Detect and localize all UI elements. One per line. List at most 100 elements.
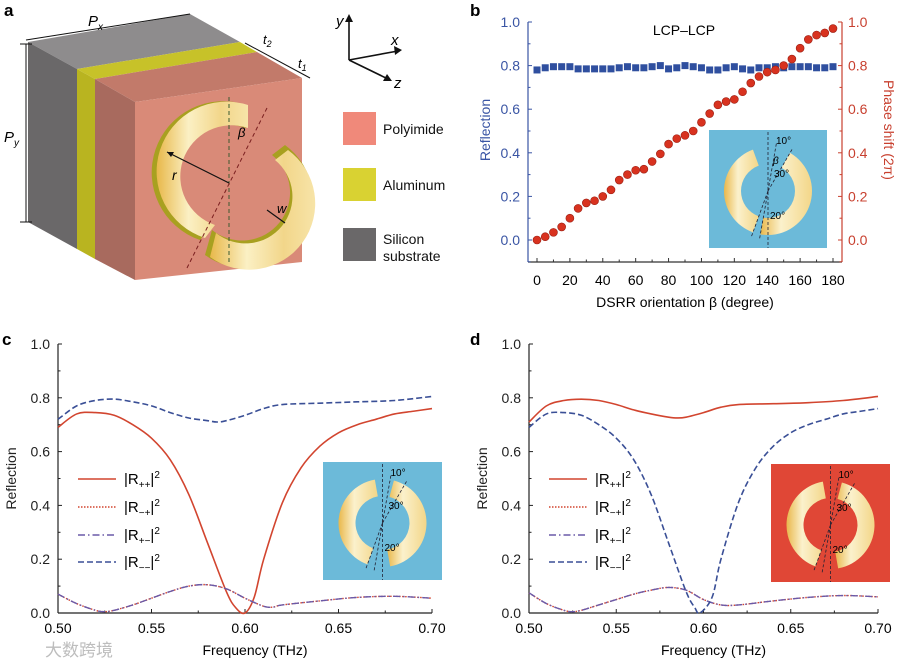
left-y-tick-label: 0.6 bbox=[501, 101, 521, 117]
phase-point bbox=[754, 72, 764, 81]
legend-swatch-polyimide bbox=[343, 112, 376, 145]
y-tick-label: 0.0 bbox=[502, 605, 522, 621]
legend-label-aluminum: Aluminum bbox=[383, 177, 445, 193]
reflection-point bbox=[730, 63, 738, 71]
reflection-point bbox=[558, 63, 566, 71]
axis-y-label: y bbox=[335, 13, 345, 30]
inset-angle-label: 20° bbox=[833, 545, 848, 556]
left-y-tick-label: 1.0 bbox=[501, 14, 521, 30]
left-y-tick-label: 0.2 bbox=[501, 188, 521, 204]
phase-point bbox=[549, 228, 558, 237]
phase-point bbox=[738, 87, 747, 97]
y-tick-label: 0.6 bbox=[502, 444, 522, 460]
reflection-point bbox=[706, 66, 714, 74]
reflection-point bbox=[566, 63, 574, 71]
legend-label: |R−+|2 bbox=[124, 498, 160, 519]
inset-angle-line bbox=[365, 522, 383, 571]
series-line-dashed bbox=[57, 395, 433, 423]
right-y-tick-label: 0.6 bbox=[848, 101, 868, 117]
legend-label: |R−+|2 bbox=[595, 498, 631, 519]
phase-point bbox=[664, 139, 673, 149]
dim-py: Py bbox=[4, 129, 20, 149]
legend-label: |R+−|2 bbox=[595, 526, 631, 547]
inset-angle-line bbox=[382, 473, 392, 524]
x-tick-label: 0.65 bbox=[325, 620, 352, 636]
x-tick-label: 100 bbox=[690, 272, 714, 288]
phase-point bbox=[713, 100, 723, 110]
inset-angle-label: 30° bbox=[389, 501, 404, 512]
inset-angle-line bbox=[373, 522, 383, 573]
right-y-tick-label: 0.8 bbox=[848, 58, 868, 74]
y-axis-label: Reflection bbox=[3, 447, 19, 509]
axis-x-label: x bbox=[390, 32, 399, 49]
panel-label-c: c bbox=[2, 330, 11, 349]
reflection-point bbox=[533, 66, 541, 74]
y-tick-label: 1.0 bbox=[31, 336, 51, 352]
reflection-point bbox=[574, 65, 582, 73]
phase-point bbox=[582, 198, 591, 208]
series-line-dashdot bbox=[528, 586, 879, 613]
right-y-tick-label: 0.4 bbox=[848, 145, 868, 161]
x-tick-label: 0.70 bbox=[418, 620, 445, 636]
reflection-point bbox=[615, 64, 623, 72]
inset-angle-line bbox=[767, 141, 778, 192]
phase-point bbox=[532, 235, 542, 245]
panel-label-d: d bbox=[470, 330, 480, 349]
reflection-point bbox=[821, 64, 829, 72]
series-line-dashdot bbox=[57, 583, 433, 613]
material-legend: Polyimide Aluminum Silicon substrate bbox=[343, 112, 445, 264]
inset-angle-line bbox=[758, 190, 769, 241]
x-tick-label: 0.60 bbox=[231, 620, 258, 636]
x-tick-label: 20 bbox=[562, 272, 578, 288]
x-tick-label: 40 bbox=[595, 272, 611, 288]
phase-point bbox=[647, 157, 657, 166]
phase-point bbox=[623, 170, 632, 179]
right-y-tick-label: 0.0 bbox=[848, 232, 868, 248]
reflection-point bbox=[755, 64, 763, 72]
dsrr-arc bbox=[835, 482, 875, 569]
y-tick-label: 0.0 bbox=[31, 605, 51, 621]
y-tick-label: 1.0 bbox=[502, 336, 522, 352]
reflection-point bbox=[591, 65, 599, 73]
x-tick-label: 0.55 bbox=[603, 620, 630, 636]
legend-swatch-aluminum bbox=[343, 168, 376, 201]
inset-angle-line bbox=[750, 190, 769, 239]
phase-point bbox=[688, 126, 698, 136]
dim-t1: t1 bbox=[298, 56, 307, 73]
legend-label-polyimide: Polyimide bbox=[383, 121, 444, 137]
phase-point bbox=[606, 185, 616, 195]
phase-point bbox=[614, 175, 624, 185]
unit-cell-diagram bbox=[20, 13, 316, 280]
phase-point bbox=[779, 61, 788, 70]
legend-swatch-silicon bbox=[343, 228, 376, 261]
y-axis-label: Reflection bbox=[474, 447, 490, 509]
phase-point bbox=[680, 131, 690, 140]
x-tick-label: 120 bbox=[723, 272, 747, 288]
legend-label: |R−−|2 bbox=[595, 553, 631, 574]
x-tick-label: 0.50 bbox=[44, 620, 71, 636]
reflection-point bbox=[632, 64, 640, 72]
legend-label: |R+−|2 bbox=[124, 526, 160, 547]
reflection-point bbox=[697, 64, 705, 72]
x-axis-label: DSRR orientation β (degree) bbox=[596, 294, 774, 310]
inset-angle-label: 30° bbox=[774, 169, 789, 180]
x-tick-label: 0.60 bbox=[690, 620, 717, 636]
x-tick-label: 80 bbox=[661, 272, 677, 288]
series-line-solid bbox=[528, 395, 879, 423]
dim-w: w bbox=[277, 201, 288, 216]
x-axis-label: Frequency (THz) bbox=[202, 642, 307, 658]
inset-angle-line bbox=[830, 475, 840, 526]
x-tick-label: 0 bbox=[533, 272, 541, 288]
chart-c: 0.0 0.2 0.4 0.6 0.8 1.0 0.50 0.55 0.60 0.65 0.70 Fr… bbox=[3, 336, 446, 658]
x-tick-label: 0.70 bbox=[864, 620, 891, 636]
phase-point bbox=[573, 204, 583, 213]
dim-r: r bbox=[172, 167, 178, 183]
x-tick-label: 180 bbox=[821, 272, 845, 288]
reflection-point bbox=[648, 63, 656, 71]
phase-point bbox=[820, 28, 830, 38]
phase-point bbox=[656, 149, 665, 159]
left-y-tick-label: 0.8 bbox=[501, 58, 521, 74]
phase-point bbox=[721, 97, 731, 106]
inset-angle-line bbox=[382, 481, 407, 524]
phase-point bbox=[598, 192, 608, 201]
